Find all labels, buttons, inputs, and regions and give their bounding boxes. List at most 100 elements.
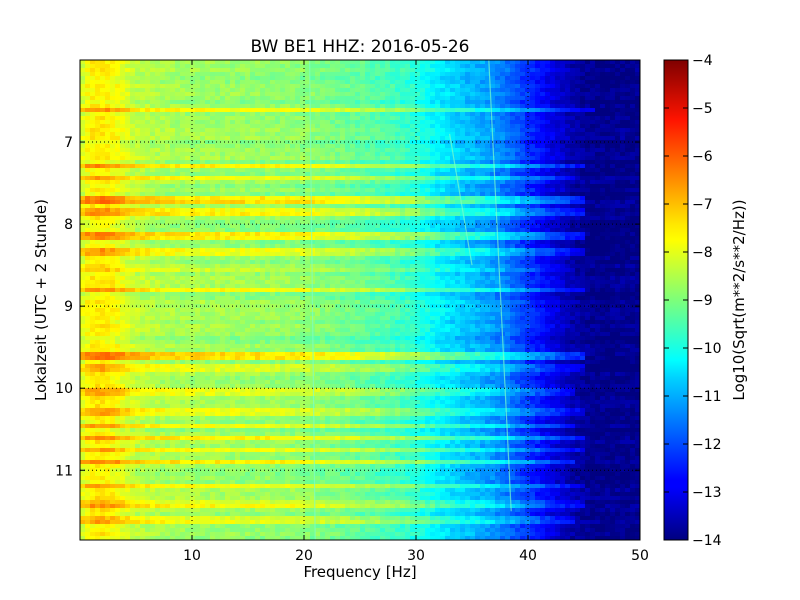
heatmap-cell xyxy=(570,100,576,105)
heatmap-cell xyxy=(210,156,216,161)
heatmap-cell xyxy=(250,60,256,65)
heatmap-cell xyxy=(585,164,591,169)
heatmap-cell xyxy=(245,220,251,225)
heatmap-cell xyxy=(200,60,206,65)
heatmap-cell xyxy=(250,88,256,93)
heatmap-cell xyxy=(105,164,111,169)
heatmap-cell xyxy=(510,72,516,77)
heatmap-cell xyxy=(440,220,446,225)
heatmap-cell xyxy=(495,92,501,97)
heatmap-cell xyxy=(175,100,181,105)
heatmap-cell xyxy=(380,96,386,101)
heatmap-cell xyxy=(400,212,406,217)
heatmap-cell xyxy=(170,60,176,65)
heatmap-cell xyxy=(600,176,606,181)
heatmap-cell xyxy=(185,188,191,193)
heatmap-cell xyxy=(305,232,311,237)
heatmap-cell xyxy=(385,84,391,89)
heatmap-cell xyxy=(315,80,321,85)
heatmap-cell xyxy=(460,220,466,225)
heatmap-cell xyxy=(225,212,231,217)
heatmap-cell xyxy=(325,68,331,73)
heatmap-cell xyxy=(350,232,356,237)
heatmap-cell xyxy=(395,236,401,241)
heatmap-cell xyxy=(635,136,640,141)
heatmap-cell xyxy=(435,136,441,141)
heatmap-cell xyxy=(220,84,226,89)
heatmap-cell xyxy=(455,100,461,105)
heatmap-cell xyxy=(245,124,251,129)
heatmap-cell xyxy=(240,184,246,189)
heatmap-cell xyxy=(490,104,496,109)
heatmap-cell xyxy=(120,236,126,241)
heatmap-cell xyxy=(180,184,186,189)
heatmap-cell xyxy=(360,172,366,177)
heatmap-cell xyxy=(500,76,506,81)
heatmap-cell xyxy=(510,200,516,205)
heatmap-cell xyxy=(150,120,156,125)
heatmap-cell xyxy=(600,204,606,209)
heatmap-cell xyxy=(595,76,601,81)
heatmap-cell xyxy=(595,224,601,229)
heatmap-cell xyxy=(85,88,91,93)
heatmap-cell xyxy=(280,108,286,113)
heatmap-cell xyxy=(200,104,206,109)
heatmap-cell xyxy=(170,204,176,209)
heatmap-cell xyxy=(625,120,631,125)
heatmap-cell xyxy=(295,132,301,137)
heatmap-cell xyxy=(505,148,511,153)
heatmap-cell xyxy=(120,88,126,93)
heatmap-cell xyxy=(410,136,416,141)
heatmap-cell xyxy=(355,128,361,133)
heatmap-cell xyxy=(295,60,301,65)
heatmap-cell xyxy=(620,216,626,221)
heatmap-cell xyxy=(85,236,91,241)
heatmap-cell xyxy=(265,212,271,217)
heatmap-cell xyxy=(490,196,496,201)
heatmap-cell xyxy=(320,216,326,221)
heatmap-cell xyxy=(525,104,531,109)
heatmap-cell xyxy=(525,88,531,93)
heatmap-cell xyxy=(295,216,301,221)
heatmap-cell xyxy=(125,88,131,93)
heatmap-cell xyxy=(565,184,571,189)
heatmap-cell xyxy=(225,124,231,129)
heatmap-cell xyxy=(185,112,191,117)
heatmap-cell xyxy=(205,140,211,145)
heatmap-cell xyxy=(570,88,576,93)
heatmap-cell xyxy=(285,236,291,241)
heatmap-cell xyxy=(580,232,586,237)
heatmap-cell xyxy=(530,156,536,161)
heatmap-cell xyxy=(200,88,206,93)
heatmap-cell xyxy=(210,200,216,205)
heatmap-cell xyxy=(495,100,501,105)
heatmap-cell xyxy=(395,200,401,205)
heatmap-cell xyxy=(320,104,326,109)
heatmap-cell xyxy=(165,192,171,197)
heatmap-cell xyxy=(615,60,621,65)
heatmap-cell xyxy=(350,88,356,93)
heatmap-cell xyxy=(520,148,526,153)
heatmap-cell xyxy=(375,112,381,117)
heatmap-cell xyxy=(125,120,131,125)
heatmap-cell xyxy=(470,220,476,225)
heatmap-cell xyxy=(455,200,461,205)
heatmap-cell xyxy=(345,104,351,109)
heatmap-cell xyxy=(220,188,226,193)
heatmap-cell xyxy=(230,228,236,233)
heatmap-cell xyxy=(225,172,231,177)
heatmap-cell xyxy=(470,212,476,217)
heatmap-cell xyxy=(220,224,226,229)
heatmap-cell xyxy=(370,92,376,97)
heatmap-cell xyxy=(440,200,446,205)
heatmap-cell xyxy=(365,68,371,73)
heatmap-cell xyxy=(525,144,531,149)
heatmap-cell xyxy=(340,160,346,165)
heatmap-cell xyxy=(295,68,301,73)
heatmap-cell xyxy=(510,196,516,201)
heatmap-cell xyxy=(630,180,636,185)
heatmap-cell xyxy=(110,144,116,149)
heatmap-cell xyxy=(635,60,640,65)
heatmap-cell xyxy=(355,184,361,189)
heatmap-cell xyxy=(265,68,271,73)
